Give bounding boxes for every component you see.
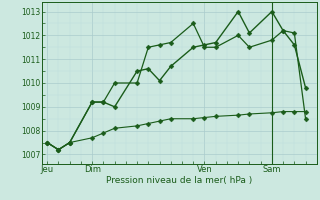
X-axis label: Pression niveau de la mer( hPa ): Pression niveau de la mer( hPa ) [106, 176, 252, 185]
